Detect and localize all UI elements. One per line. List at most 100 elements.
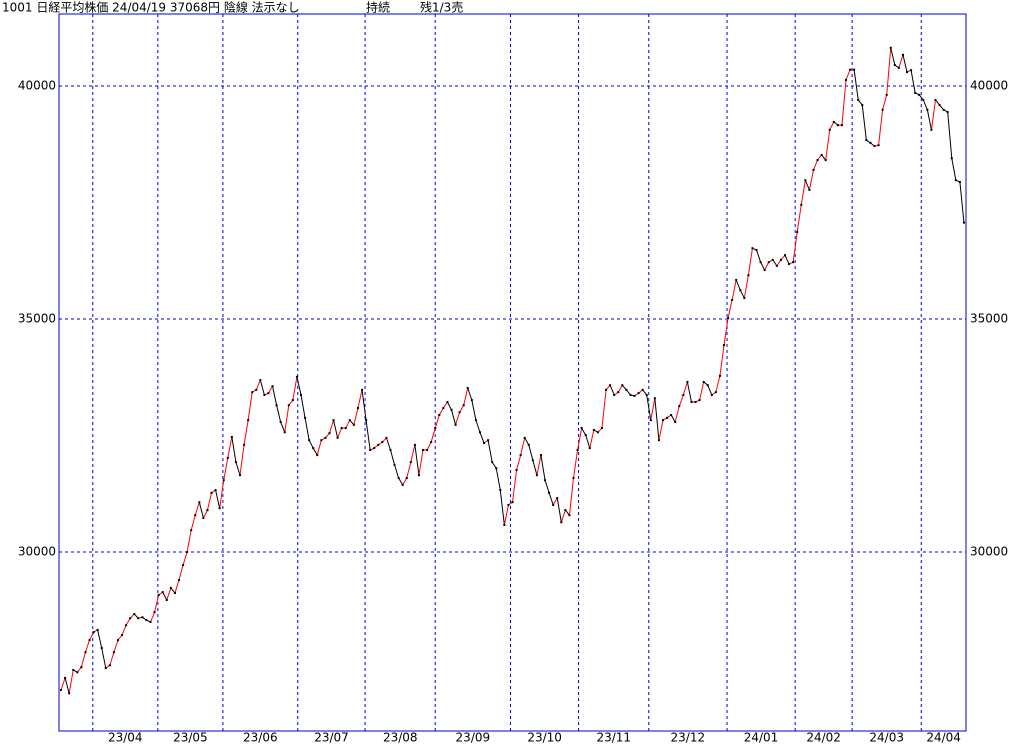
price-point	[922, 98, 925, 101]
price-segment	[581, 427, 587, 436]
price-point	[690, 400, 693, 403]
price-segment	[463, 387, 469, 406]
price-point	[958, 181, 961, 184]
price-point	[438, 414, 441, 417]
price-point	[304, 416, 307, 419]
price-point	[775, 264, 778, 267]
price-segment	[658, 420, 664, 441]
price-segment	[219, 480, 225, 509]
price-segment	[292, 376, 298, 401]
price-point	[442, 407, 445, 410]
price-point	[511, 501, 514, 504]
price-point	[483, 441, 486, 444]
price-segment	[451, 409, 457, 425]
price-point	[609, 384, 612, 387]
price-point	[653, 397, 656, 400]
price-point	[165, 599, 168, 602]
price-segment	[528, 444, 534, 461]
price-point	[861, 104, 864, 107]
price-segment	[804, 179, 810, 191]
price-point	[157, 593, 160, 596]
price-segment	[686, 381, 692, 403]
price-segment	[930, 99, 936, 130]
price-segment	[243, 420, 249, 445]
price-point	[153, 611, 156, 614]
price-segment	[259, 379, 265, 396]
price-point	[893, 64, 896, 67]
price-point	[934, 98, 937, 101]
x-tick-label: 24/02	[806, 731, 841, 745]
price-point	[389, 448, 392, 451]
price-point	[324, 436, 327, 439]
price-point	[108, 664, 111, 667]
price-segment	[255, 379, 261, 391]
price-point	[633, 394, 636, 397]
price-point	[946, 111, 949, 114]
price-point	[430, 441, 433, 444]
price-segment	[198, 502, 204, 519]
price-point	[377, 443, 380, 446]
price-segment	[902, 54, 908, 73]
price-point	[727, 317, 730, 320]
price-segment	[239, 444, 245, 476]
price-point	[897, 66, 900, 69]
price-point	[72, 668, 75, 671]
price-segment	[109, 652, 115, 666]
price-point	[96, 628, 99, 631]
price-segment	[760, 261, 766, 271]
price-segment	[84, 639, 90, 653]
price-segment	[345, 419, 351, 429]
price-point	[666, 416, 669, 419]
price-point	[710, 393, 713, 396]
price-segment	[182, 551, 188, 566]
price-point	[731, 298, 734, 301]
price-segment	[682, 381, 688, 396]
price-point	[694, 400, 697, 403]
price-point	[840, 124, 843, 127]
price-point	[580, 427, 583, 430]
price-point	[450, 408, 453, 411]
price-segment	[922, 99, 928, 110]
price-segment	[121, 625, 127, 636]
price-segment	[357, 389, 363, 409]
price-point	[214, 489, 217, 492]
price-segment	[609, 385, 615, 396]
price-point	[930, 128, 933, 131]
price-point	[788, 263, 791, 266]
price-segment	[125, 617, 131, 626]
price-point	[950, 157, 953, 160]
price-segment	[247, 392, 253, 421]
price-segment	[80, 652, 86, 668]
price-point	[853, 68, 856, 71]
price-segment	[166, 587, 172, 601]
price-segment	[361, 389, 367, 421]
price-point	[674, 421, 677, 424]
price-point	[629, 393, 632, 396]
y-tick-label: 35000	[18, 312, 56, 326]
price-segment	[825, 129, 831, 161]
price-point	[458, 411, 461, 414]
x-tick-label: 24/01	[744, 731, 779, 745]
x-tick-label: 23/10	[527, 731, 562, 745]
price-segment	[499, 490, 505, 526]
price-point	[637, 392, 640, 395]
price-point	[877, 144, 880, 147]
plot-frame	[58, 13, 967, 732]
price-segment	[784, 254, 790, 265]
price-point	[942, 108, 945, 111]
x-tick-label: 23/08	[383, 731, 418, 745]
price-point	[198, 501, 201, 504]
price-point	[779, 258, 782, 261]
price-point	[714, 391, 717, 394]
price-point	[763, 269, 766, 272]
price-point	[422, 448, 425, 451]
price-point	[576, 448, 579, 451]
price-segment	[829, 121, 835, 131]
price-point	[910, 69, 913, 72]
price-segment	[646, 394, 652, 421]
price-point	[901, 53, 904, 56]
price-point	[137, 617, 140, 620]
price-segment	[800, 180, 806, 205]
price-point	[426, 448, 429, 451]
price-point	[466, 386, 469, 389]
